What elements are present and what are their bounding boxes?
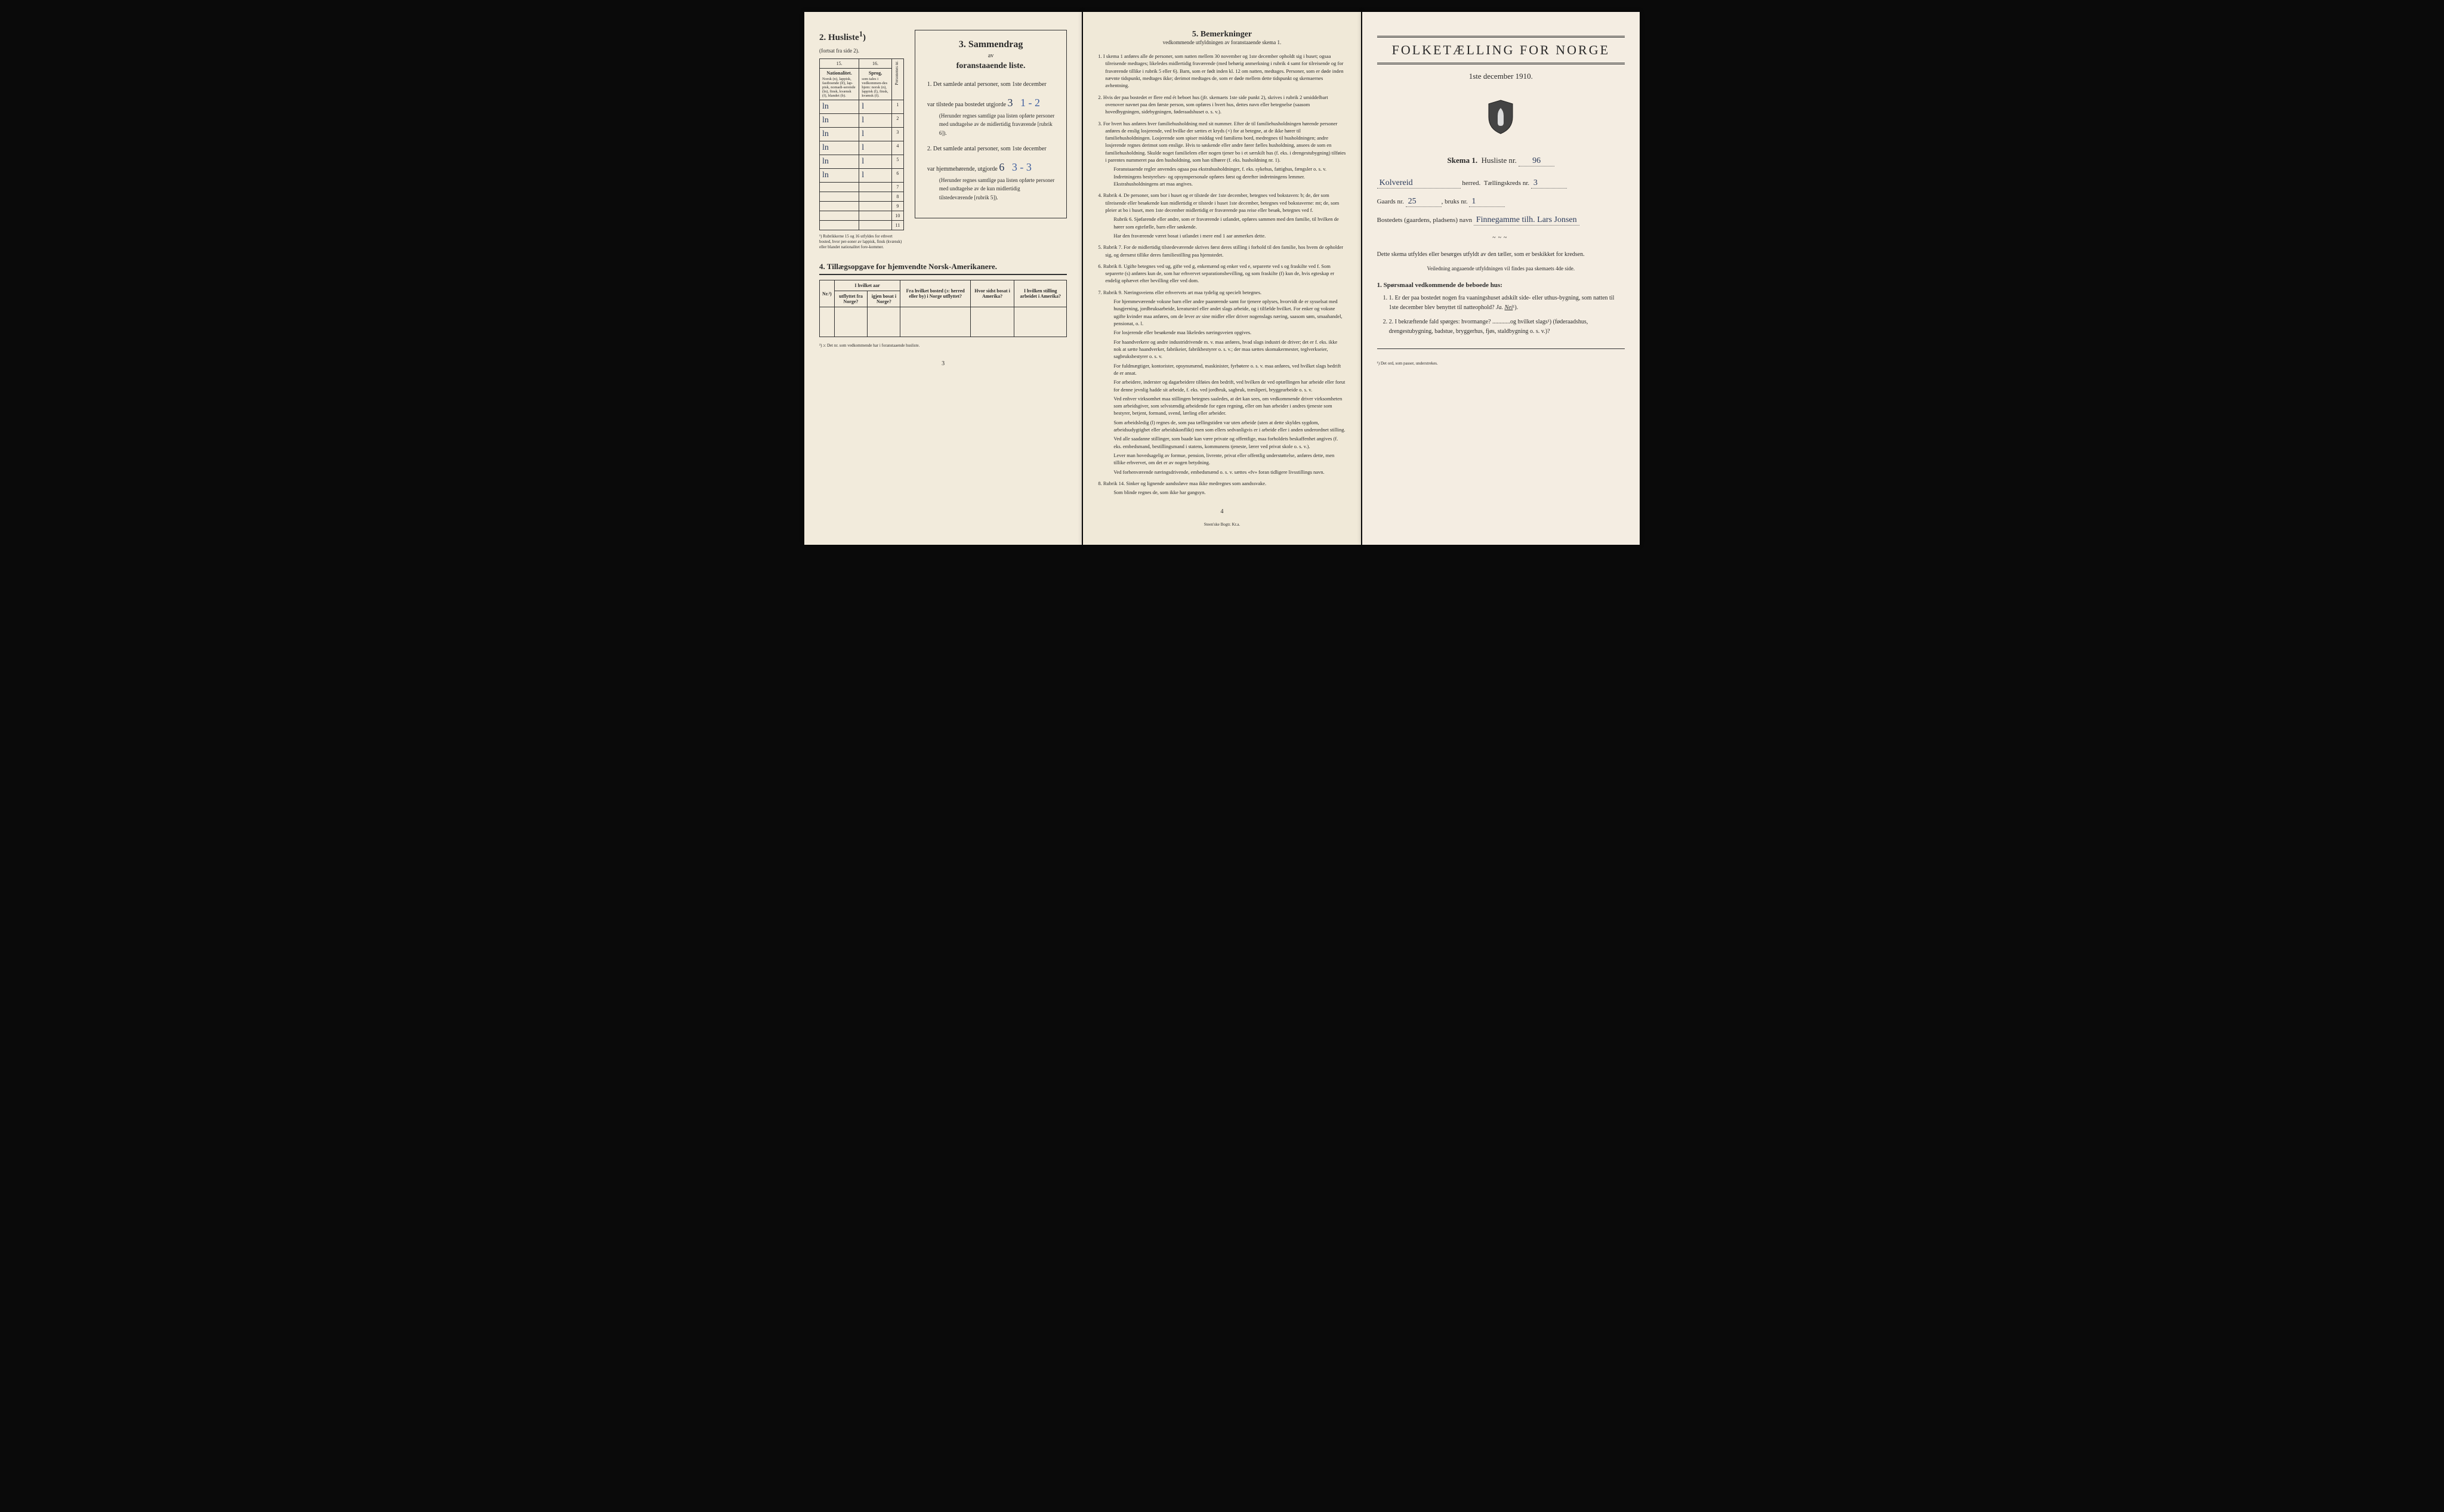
- table-row: 9: [820, 202, 904, 211]
- header-sprog: Sprog,som tales i vedkommen-des hjem: no…: [859, 69, 892, 100]
- bemerk-item: 7. Rubrik 9. Næringsveiens eller erhverv…: [1098, 289, 1346, 476]
- page-num-3: 3: [819, 360, 1067, 367]
- right-footnote: ¹) Det ord, som passer, understrekes.: [1377, 361, 1625, 366]
- questions-title: 1. Spørsmaal vedkommende de beboede hus:: [1377, 282, 1625, 289]
- sammendrag-box: 3. Sammendrag av foranstaaende liste. 1.…: [915, 30, 1067, 218]
- tillaeg-subcol-ut: utflyttet fra Norge?: [834, 291, 868, 307]
- husliste-column: 2. Husliste1) (fortsat fra side 2). 15. …: [819, 30, 904, 250]
- table-row: lnl4: [820, 141, 904, 155]
- table-row: lnl3: [820, 128, 904, 141]
- page-left: 2. Husliste1) (fortsat fra side 2). 15. …: [804, 12, 1082, 545]
- nationality-table: 15. 16. Personenes nr. Nationalitet.Nors…: [819, 58, 904, 230]
- question-1: 1. Er der paa bostedet nogen fra vaaning…: [1389, 294, 1625, 313]
- table-row: 8: [820, 192, 904, 202]
- tillaeg-col-amerika: Hvor sidst bosat i Amerika?: [970, 280, 1014, 307]
- bemerk-subtitle: vedkommende utfyldningen av foranstaaend…: [1098, 39, 1346, 45]
- table-row: lnl6: [820, 169, 904, 183]
- fortsat-note: (fortsat fra side 2).: [819, 48, 904, 54]
- page-num-4: 4: [1098, 508, 1346, 515]
- tillaeg-subcol-igjen: igjen bosat i Norge?: [868, 291, 900, 307]
- col-16: 16.: [859, 59, 892, 69]
- sammendrag-column: 3. Sammendrag av foranstaaende liste. 1.…: [910, 30, 1067, 250]
- sammendrag-sub: av: [927, 53, 1054, 59]
- tillaeg-col-aar: I hvilket aar: [834, 280, 900, 291]
- table-row: 11: [820, 221, 904, 230]
- bemerk-list: 1. I skema 1 anføres alle de personer, s…: [1098, 53, 1346, 496]
- sammendrag-list-title: foranstaaende liste.: [927, 61, 1054, 71]
- bemerk-title: 5. Bemerkninger: [1098, 30, 1346, 39]
- printer-mark: Steen'ske Bogtr. Kr.a.: [1098, 522, 1346, 527]
- sammendrag-item-1: 1. Det samlede antal personer, som 1ste …: [927, 80, 1054, 137]
- bosted-line: Bostedets (gaardens, pladsens) navn Finn…: [1377, 215, 1625, 226]
- tillaeg-col-bosted: Fra hvilket bosted (ɔ: herred eller by) …: [900, 280, 971, 307]
- tillaeg-footnote: ²) ɔ: Det nr. som vedkommende har i fora…: [819, 343, 1067, 348]
- gaards-line: Gaards nr. 25, bruks nr. 1: [1377, 197, 1625, 207]
- bemerk-item: 6. Rubrik 8. Ugifte betegnes ved ug, gif…: [1098, 263, 1346, 285]
- table-row: [820, 307, 1067, 337]
- tillaeg-col-nr: Nr.²): [820, 280, 835, 307]
- table-row: lnl5: [820, 155, 904, 169]
- bemerk-item: 8. Rubrik 14. Sinker og lignende aandssl…: [1098, 480, 1346, 496]
- question-2: 2. I bekræftende fald spørges: hvormange…: [1389, 317, 1625, 337]
- header-nationality: Nationalitet.Norsk (n), lappisk, fastboe…: [820, 69, 859, 100]
- main-title: FOLKETÆLLING FOR NORGE: [1377, 36, 1625, 64]
- bemerk-item: 4. Rubrik 4. De personer, som bor i huse…: [1098, 192, 1346, 239]
- table-row: 10: [820, 211, 904, 221]
- questions-list: 1. Er der paa bostedet nogen fra vaaning…: [1377, 294, 1625, 337]
- bemerk-item: 2. Hvis der paa bostedet er flere end ét…: [1098, 94, 1346, 116]
- date-line: 1ste december 1910.: [1377, 72, 1625, 81]
- page-middle: 5. Bemerkninger vedkommende utfyldningen…: [1083, 12, 1360, 545]
- top-split: 2. Husliste1) (fortsat fra side 2). 15. …: [819, 30, 1067, 250]
- coat-of-arms-icon: [1377, 99, 1625, 138]
- husliste-title: 2. Husliste1): [819, 30, 866, 43]
- col-num: Personenes nr.: [891, 59, 903, 100]
- bemerk-item: 3. For hvert hus anføres hver familiehus…: [1098, 120, 1346, 188]
- sammendrag-item-2: 2. Det samlede antal personer, som 1ste …: [927, 144, 1054, 202]
- table-footnote: ¹) Rubrikkerne 15 og 16 utfyldes for eth…: [819, 234, 904, 250]
- bemerk-item: 5. Rubrik 7. For de midlertidig tilstede…: [1098, 243, 1346, 258]
- col-15: 15.: [820, 59, 859, 69]
- skema-line: Skema 1. Husliste nr. 96: [1377, 156, 1625, 166]
- document-container: 2. Husliste1) (fortsat fra side 2). 15. …: [804, 12, 1640, 545]
- tillaeg-table: Nr.²) I hvilket aar Fra hvilket bosted (…: [819, 280, 1067, 337]
- table-row: lnl1: [820, 100, 904, 114]
- bemerk-item: 1. I skema 1 anføres alle de personer, s…: [1098, 53, 1346, 90]
- table-row: 7: [820, 183, 904, 192]
- tillaeg-col-stilling: I hvilken stilling arbeidet i Amerika?: [1014, 280, 1067, 307]
- herred-line: Kolvereid herred. Tællingskreds nr. 3: [1377, 178, 1625, 189]
- tillaeg-title: 4. Tillægsopgave for hjemvendte Norsk-Am…: [819, 262, 1067, 275]
- table-row: lnl2: [820, 114, 904, 128]
- divider: [1377, 348, 1625, 349]
- divider-ornament: ~~~: [1377, 234, 1625, 241]
- info-text-1: Dette skema utfyldes eller besørges utfy…: [1377, 250, 1625, 259]
- husliste-header: 2. Husliste1): [819, 30, 904, 48]
- sammendrag-title: 3. Sammendrag: [927, 39, 1054, 50]
- info-text-2: Veiledning angaaende utfyldningen vil fi…: [1377, 265, 1625, 273]
- page-right: FOLKETÆLLING FOR NORGE 1ste december 191…: [1362, 12, 1640, 545]
